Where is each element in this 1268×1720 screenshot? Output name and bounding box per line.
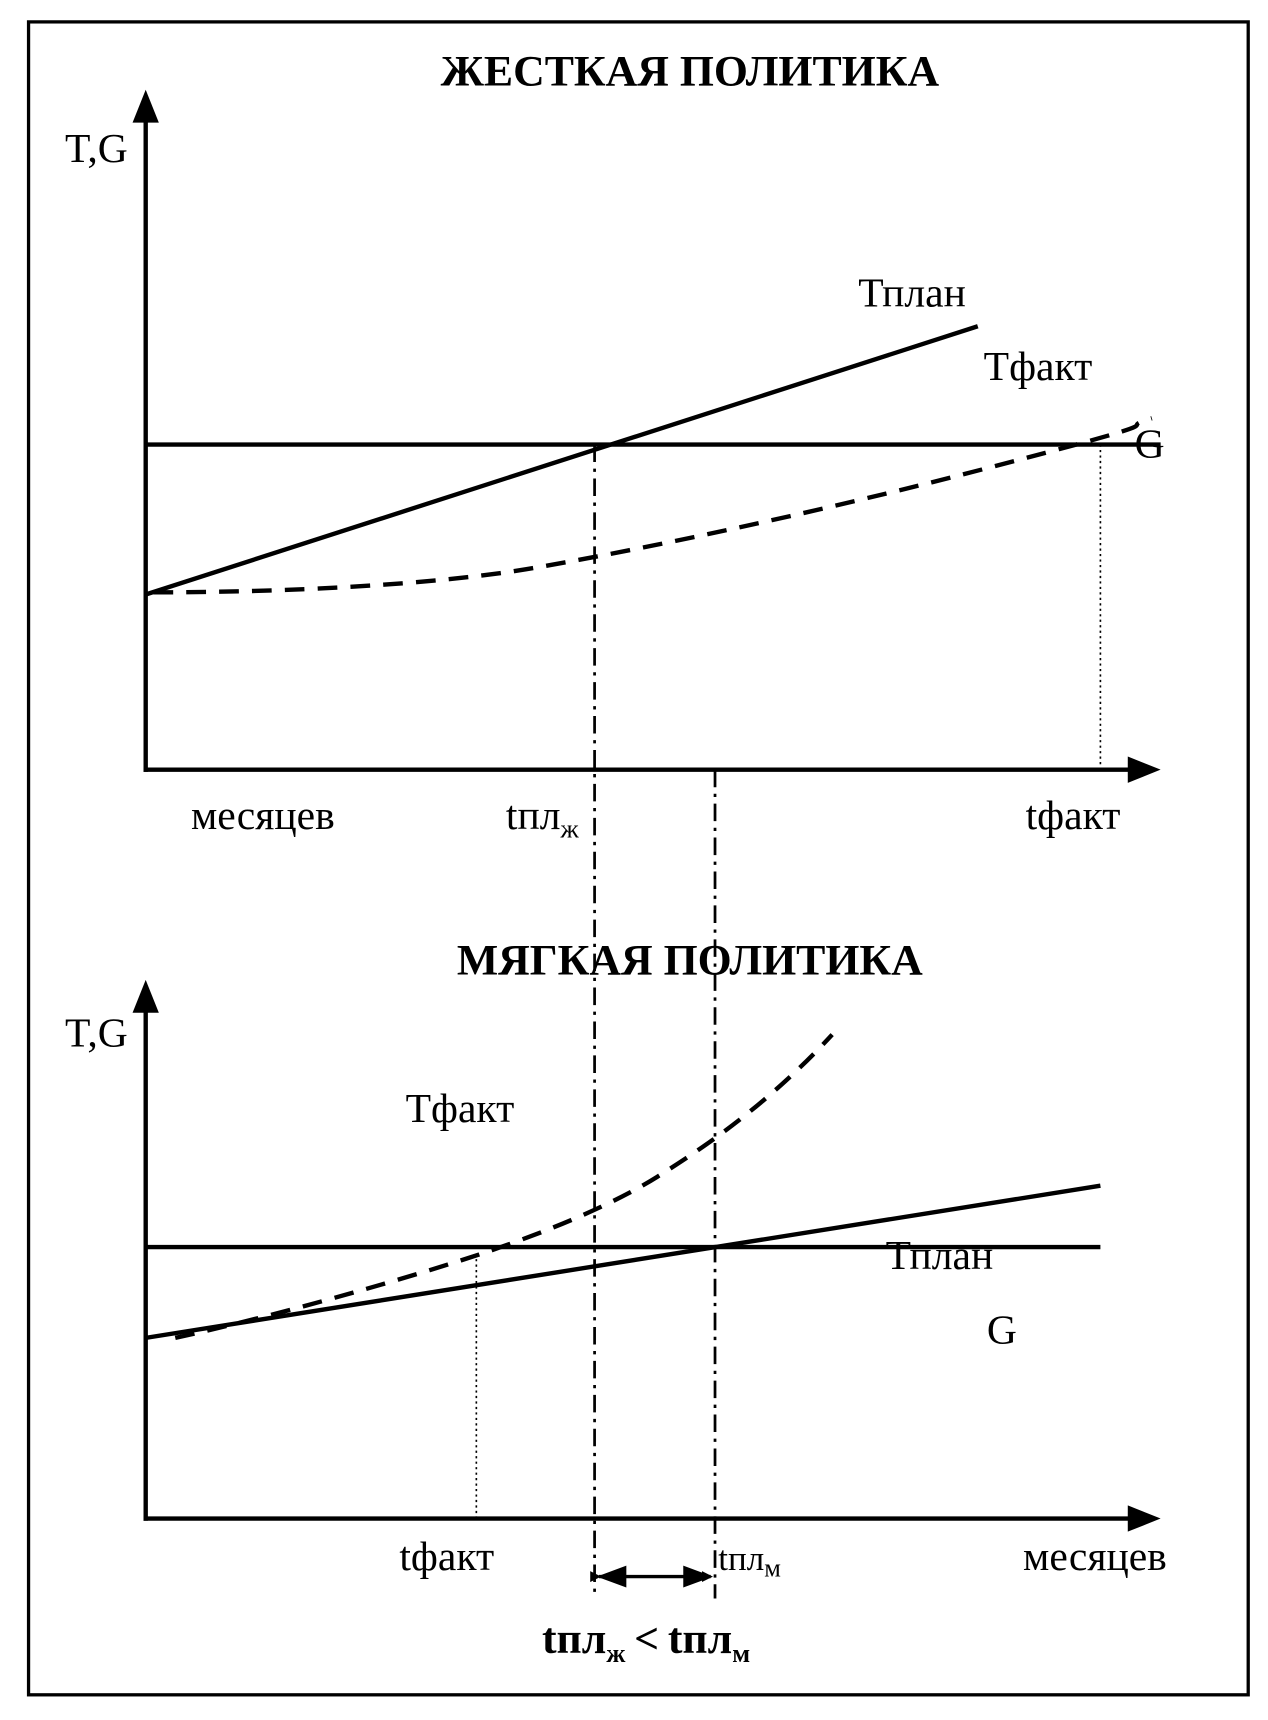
arrow-heads (596, 1565, 713, 1588)
t-pl-label: tплж (506, 792, 580, 844)
t-pl-sub: м (764, 1554, 781, 1583)
t-pl-sub: ж (559, 815, 579, 844)
t-fact-label: tфакт (399, 1533, 494, 1579)
bottom-title: МЯГКАЯ ПОЛИТИКА (457, 936, 923, 984)
plan-label: Тплан (858, 270, 966, 316)
t-pl: tпл (506, 792, 561, 838)
frame (26, 20, 1250, 1697)
x-arrow (1127, 1505, 1161, 1532)
comparison-left-sub: ж (606, 1639, 625, 1668)
x-label: месяцев (1023, 1533, 1167, 1579)
plan-line (145, 1183, 1101, 1341)
comparison-right-sub: м (732, 1639, 750, 1668)
y-arrow (132, 89, 159, 123)
t-pl: tпл (718, 1539, 764, 1578)
comparison-left: tпл (542, 1615, 606, 1663)
y-label: T,G (65, 125, 128, 171)
fact-label: Тфакт (984, 343, 1093, 389)
g-label: G (1135, 421, 1165, 467)
x-label: месяцев (191, 792, 335, 838)
x-arrow (1127, 756, 1161, 783)
y-arrow (132, 979, 159, 1013)
t-pl-label: tплм (718, 1539, 781, 1583)
fact-label: Тфакт (406, 1085, 515, 1131)
plan-label: Тплан (886, 1232, 994, 1278)
fact-curve (174, 1033, 834, 1341)
plan-line (145, 324, 979, 597)
t-fact-label: tфакт (1026, 792, 1121, 838)
y-label: T,G (65, 1010, 128, 1056)
top-title: ЖЕСТКАЯ ПОЛИТИКА (441, 47, 940, 95)
comparison-operator: < (634, 1615, 659, 1663)
g-label: G (987, 1306, 1017, 1352)
comparison-right: tпл (668, 1615, 732, 1663)
fact-curve (153, 416, 1153, 595)
comparison: tплж < tплм (542, 1615, 750, 1668)
